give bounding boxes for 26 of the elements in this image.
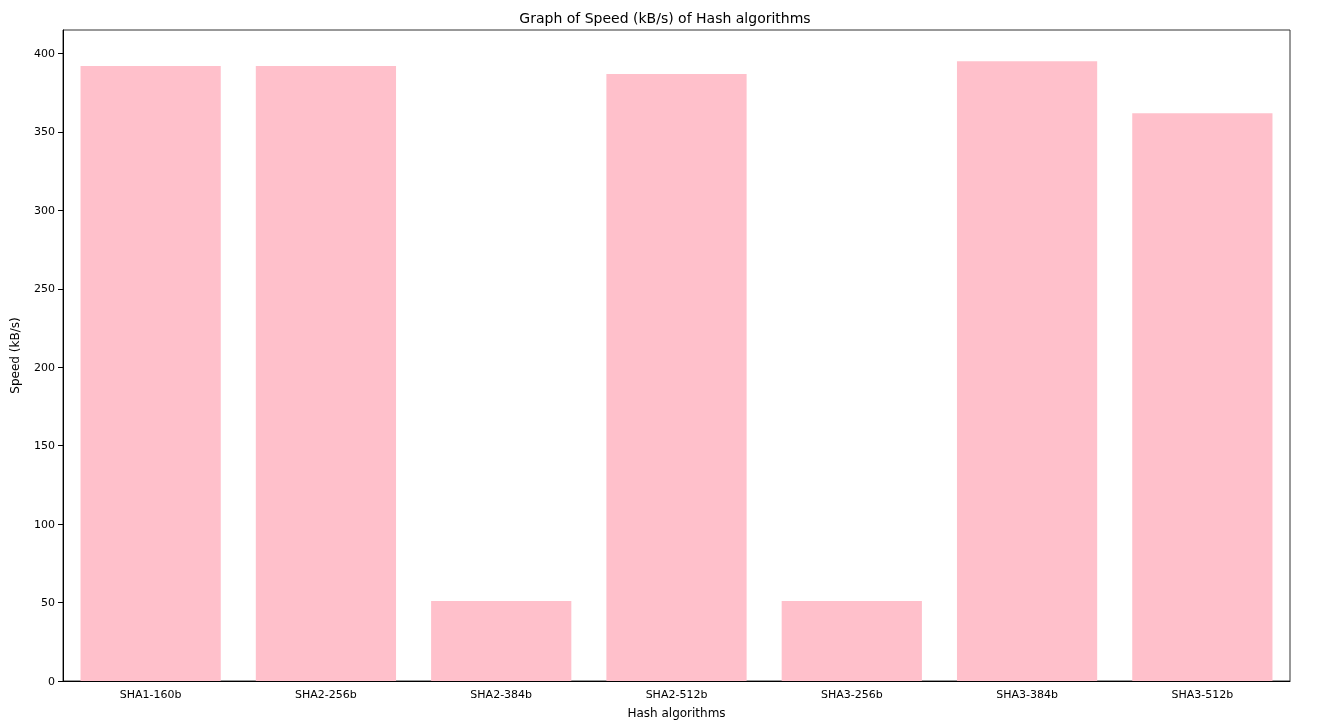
y-tick-label: 0 bbox=[48, 674, 55, 688]
y-tick-label: 250 bbox=[34, 282, 55, 296]
y-tick-label: 350 bbox=[34, 125, 55, 139]
y-tick-label: 200 bbox=[34, 360, 55, 374]
x-tick-label: SHA3-384b bbox=[996, 688, 1058, 701]
bar bbox=[781, 601, 922, 681]
bar bbox=[606, 73, 747, 681]
bar bbox=[80, 66, 221, 681]
x-axis-title: Hash algorithms bbox=[627, 706, 726, 720]
x-tick-label: SHA2-512b bbox=[645, 688, 708, 701]
y-tick-label: 300 bbox=[34, 203, 55, 217]
y-axis-title: Speed (kB/s) bbox=[8, 317, 22, 394]
y-tick-label: 100 bbox=[34, 517, 55, 531]
x-tick-label: SHA3-256b bbox=[820, 688, 883, 701]
chart-title: Graph of Speed (kB/s) of Hash algorithms bbox=[519, 10, 811, 26]
bar bbox=[1132, 113, 1273, 681]
y-tick-label: 150 bbox=[34, 439, 55, 453]
y-tick-label: 50 bbox=[41, 596, 55, 610]
x-tick-label: SHA2-384b bbox=[470, 688, 533, 701]
bar bbox=[431, 601, 572, 681]
y-tick-label: 400 bbox=[34, 47, 55, 61]
x-tick-label: SHA3-512b bbox=[1171, 688, 1234, 701]
x-tick-label: SHA1-160b bbox=[119, 688, 182, 701]
bar bbox=[255, 66, 397, 681]
x-tick-label: SHA2-256b bbox=[295, 688, 357, 701]
bar bbox=[956, 61, 1098, 681]
